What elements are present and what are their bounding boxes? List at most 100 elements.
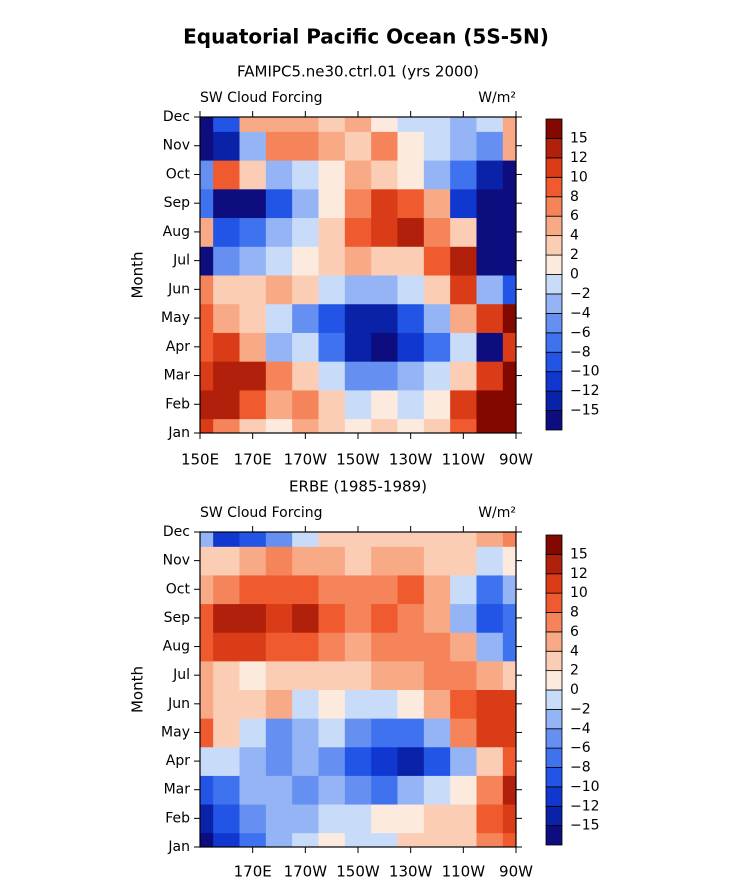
cell [397, 718, 425, 748]
cell [423, 188, 451, 219]
cell [397, 217, 425, 247]
cell [502, 332, 517, 362]
cell [476, 546, 504, 576]
colorbar-label: −4 [570, 305, 591, 321]
x-tick-label: 90W [499, 863, 533, 881]
cell [265, 275, 293, 305]
colorbar-label: 12 [570, 566, 588, 582]
cell [239, 632, 267, 662]
y-tick-label: Sep [164, 610, 191, 626]
cell [502, 418, 517, 434]
cell [200, 332, 214, 362]
cell [371, 832, 398, 848]
cell [423, 546, 451, 576]
cell [397, 361, 425, 391]
cell [476, 246, 504, 276]
cell [423, 389, 451, 420]
cell [450, 689, 477, 719]
y-tick-label: May [161, 724, 190, 740]
cell [502, 275, 517, 305]
cell [239, 332, 267, 362]
cell [318, 689, 346, 719]
colorbar-label: −12 [570, 383, 600, 399]
cell [397, 689, 425, 719]
cell [423, 746, 451, 776]
cell [239, 131, 267, 161]
colorbar-label: 8 [570, 605, 579, 621]
cell [265, 804, 293, 834]
colorbar-label: −10 [570, 364, 600, 380]
y-tick-label: Dec [163, 109, 190, 125]
x-tick-label: 150W [336, 863, 380, 881]
cell [292, 632, 319, 662]
cell [200, 689, 214, 719]
cell [318, 718, 346, 748]
cell [318, 546, 346, 576]
cell [265, 160, 293, 190]
cell [292, 275, 319, 305]
cell [344, 574, 372, 605]
cell [213, 660, 240, 690]
colorbar-label: 15 [570, 130, 588, 146]
cell [502, 217, 517, 247]
colorbar-label: −6 [570, 325, 591, 341]
cell [213, 689, 240, 719]
cell [265, 746, 293, 776]
y-tick-label: Oct [166, 166, 191, 182]
cell [265, 832, 293, 848]
cell [371, 389, 398, 420]
cell [213, 603, 240, 633]
cell [397, 160, 425, 190]
cell [213, 117, 240, 132]
cell [397, 574, 425, 605]
cell [502, 117, 517, 132]
colorbar-label: 10 [570, 585, 588, 601]
cell [318, 603, 346, 633]
colorbar-box [545, 747, 563, 768]
cell [450, 361, 477, 391]
x-tick-label: 170W [284, 863, 328, 881]
cell [265, 632, 293, 662]
cell [476, 188, 504, 219]
colorbar-box [545, 215, 563, 237]
cell [265, 246, 293, 276]
cell [292, 217, 319, 247]
cell [502, 603, 517, 633]
cell [450, 303, 477, 333]
cell [397, 418, 425, 434]
cell [476, 804, 504, 834]
colorbar-label: 2 [570, 247, 579, 263]
colorbar-box [545, 534, 563, 555]
colorbar-box [545, 410, 563, 431]
colorbar-box [545, 138, 563, 159]
cell [502, 532, 517, 547]
cell [200, 117, 214, 132]
cell [423, 718, 451, 748]
y-axis-label: Month [129, 666, 147, 713]
colorbar-box [545, 371, 563, 392]
cell [450, 275, 477, 305]
cell [423, 160, 451, 190]
cell [239, 746, 267, 776]
cell [213, 303, 240, 333]
cell [200, 832, 214, 848]
cell [450, 389, 477, 420]
y-tick-label: Jun [167, 281, 190, 297]
cell [344, 804, 372, 834]
y-tick-label: Oct [166, 581, 191, 597]
cell [200, 246, 214, 276]
cell [397, 660, 425, 690]
variable-label: SW Cloud Forcing [200, 505, 323, 521]
cell [502, 832, 517, 848]
cell [423, 775, 451, 805]
colorbar-box [545, 274, 563, 295]
cell [200, 718, 214, 748]
y-tick-label: Dec [163, 524, 190, 540]
cell [213, 389, 240, 420]
cell [200, 275, 214, 305]
cell [502, 660, 517, 690]
colorbar-label: 4 [570, 643, 579, 659]
cell [371, 532, 398, 547]
cell [397, 775, 425, 805]
cell [318, 246, 346, 276]
